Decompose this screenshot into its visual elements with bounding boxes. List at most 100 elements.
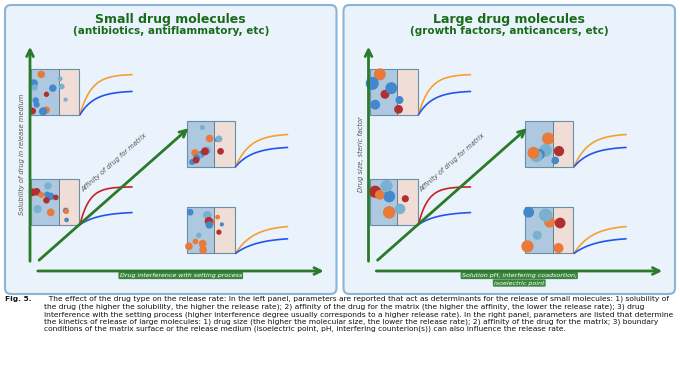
Circle shape bbox=[381, 181, 392, 191]
Bar bbox=[31, 179, 79, 224]
Circle shape bbox=[381, 91, 389, 98]
Circle shape bbox=[200, 247, 206, 253]
Circle shape bbox=[396, 97, 403, 103]
Circle shape bbox=[44, 198, 49, 203]
Circle shape bbox=[554, 244, 563, 253]
Circle shape bbox=[202, 148, 208, 155]
Circle shape bbox=[205, 218, 212, 224]
Circle shape bbox=[48, 193, 54, 199]
Circle shape bbox=[45, 192, 50, 197]
Circle shape bbox=[552, 157, 558, 163]
Circle shape bbox=[193, 157, 199, 163]
Bar bbox=[31, 69, 79, 115]
Bar bbox=[59, 179, 79, 224]
Bar bbox=[186, 207, 235, 253]
Bar bbox=[59, 69, 79, 115]
Circle shape bbox=[63, 208, 68, 213]
Text: (antibiotics, antiflammatory, etc): (antibiotics, antiflammatory, etc) bbox=[73, 26, 269, 36]
Bar bbox=[186, 121, 214, 167]
Circle shape bbox=[384, 191, 394, 202]
Circle shape bbox=[199, 240, 206, 247]
Circle shape bbox=[58, 77, 62, 80]
Circle shape bbox=[220, 223, 223, 226]
Circle shape bbox=[64, 98, 67, 101]
Circle shape bbox=[522, 241, 533, 252]
FancyBboxPatch shape bbox=[5, 5, 337, 294]
Circle shape bbox=[45, 183, 51, 189]
Circle shape bbox=[217, 230, 221, 234]
Circle shape bbox=[528, 147, 539, 158]
Bar bbox=[186, 121, 235, 167]
Circle shape bbox=[395, 204, 405, 213]
Circle shape bbox=[524, 208, 533, 217]
Text: Solution pH, interfering coadsortion,: Solution pH, interfering coadsortion, bbox=[462, 273, 577, 278]
Circle shape bbox=[44, 107, 49, 113]
Circle shape bbox=[193, 239, 198, 243]
Circle shape bbox=[367, 77, 378, 89]
Circle shape bbox=[65, 210, 68, 213]
Circle shape bbox=[190, 160, 194, 164]
Text: Fig. 5.: Fig. 5. bbox=[5, 296, 32, 302]
Circle shape bbox=[33, 189, 39, 195]
Circle shape bbox=[29, 189, 36, 195]
Bar bbox=[525, 207, 553, 253]
Circle shape bbox=[395, 106, 403, 113]
Bar bbox=[525, 121, 553, 167]
Circle shape bbox=[531, 151, 542, 162]
Circle shape bbox=[204, 147, 210, 154]
Circle shape bbox=[38, 71, 44, 77]
Circle shape bbox=[386, 83, 396, 93]
Circle shape bbox=[375, 191, 384, 199]
Circle shape bbox=[35, 102, 39, 107]
Circle shape bbox=[204, 211, 211, 219]
Circle shape bbox=[370, 186, 381, 197]
Bar bbox=[525, 207, 573, 253]
Circle shape bbox=[208, 219, 214, 225]
Bar bbox=[397, 179, 418, 224]
Bar bbox=[369, 69, 397, 115]
Bar bbox=[397, 69, 418, 115]
Circle shape bbox=[34, 206, 41, 213]
Circle shape bbox=[207, 136, 213, 142]
Circle shape bbox=[534, 232, 541, 239]
Text: Large drug molecules: Large drug molecules bbox=[433, 13, 585, 26]
Circle shape bbox=[186, 243, 192, 250]
Text: isoelectric point: isoelectric point bbox=[494, 280, 545, 285]
Circle shape bbox=[198, 152, 203, 157]
Circle shape bbox=[32, 85, 37, 90]
Circle shape bbox=[216, 136, 222, 142]
Text: Drug interference with setting process: Drug interference with setting process bbox=[120, 273, 242, 278]
Circle shape bbox=[39, 193, 44, 197]
Circle shape bbox=[218, 149, 223, 154]
Bar bbox=[553, 207, 573, 253]
Circle shape bbox=[543, 133, 554, 144]
Bar bbox=[31, 179, 59, 224]
Bar bbox=[186, 207, 214, 253]
Circle shape bbox=[216, 138, 218, 141]
Bar bbox=[31, 69, 59, 115]
Circle shape bbox=[216, 216, 219, 219]
Circle shape bbox=[545, 217, 554, 227]
Text: Drug size, steric factor: Drug size, steric factor bbox=[358, 116, 364, 192]
Circle shape bbox=[554, 147, 564, 155]
Bar bbox=[369, 69, 418, 115]
Circle shape bbox=[403, 196, 408, 202]
Circle shape bbox=[371, 101, 379, 109]
Circle shape bbox=[54, 195, 58, 200]
Text: Affinity of drug for matrix: Affinity of drug for matrix bbox=[80, 133, 148, 193]
Circle shape bbox=[195, 153, 201, 159]
Bar bbox=[214, 207, 235, 253]
Circle shape bbox=[540, 209, 551, 221]
Circle shape bbox=[206, 222, 212, 228]
Text: Affinity of drug for matrix: Affinity of drug for matrix bbox=[418, 133, 486, 193]
Text: Small drug molecules: Small drug molecules bbox=[95, 13, 246, 26]
Circle shape bbox=[65, 218, 68, 222]
Circle shape bbox=[556, 218, 565, 228]
Bar bbox=[525, 121, 573, 167]
Circle shape bbox=[201, 126, 204, 130]
Text: (growth factors, anticancers, etc): (growth factors, anticancers, etc) bbox=[410, 26, 609, 36]
Bar bbox=[369, 179, 418, 224]
Circle shape bbox=[50, 85, 56, 91]
Circle shape bbox=[30, 108, 35, 114]
Circle shape bbox=[197, 233, 201, 237]
